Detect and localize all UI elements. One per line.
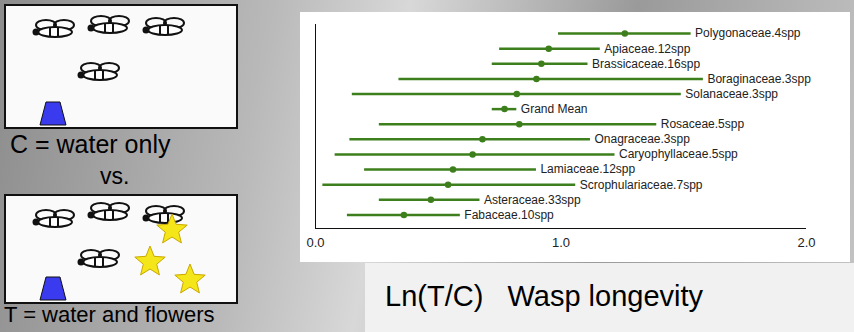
svg-text:2.0: 2.0	[797, 235, 815, 250]
svg-text:Solanaceae.3spp: Solanaceae.3spp	[685, 87, 778, 101]
svg-text:Lamiaceae.12spp: Lamiaceae.12spp	[540, 162, 635, 176]
svg-text:Scrophulariaceae.7spp: Scrophulariaceae.7spp	[580, 178, 703, 192]
html-text:vs.: vs.	[100, 163, 130, 189]
svg-text:Grand Mean: Grand Mean	[521, 102, 588, 116]
svg-text:Boraginaceae.3spp: Boraginaceae.3spp	[707, 72, 811, 86]
svg-text:Rosaceae.5spp: Rosaceae.5spp	[661, 117, 745, 131]
svg-text:Caryophyllaceae.5spp: Caryophyllaceae.5spp	[619, 147, 738, 161]
svg-text:Apiaceae.12spp: Apiaceae.12spp	[604, 42, 690, 56]
svg-text:Asteraceae.33spp: Asteraceae.33spp	[484, 193, 581, 207]
svg-text:Polygonaceae.4spp: Polygonaceae.4spp	[695, 26, 801, 40]
html-text:T = water and flowers: T = water and flowers	[4, 302, 215, 327]
html-text:Ln(T/C) Wasp longevity: Ln(T/C) Wasp longevity	[385, 280, 703, 312]
svg-text:0.0: 0.0	[306, 235, 324, 250]
svg-text:Fabaceae.10spp: Fabaceae.10spp	[464, 208, 554, 222]
svg-text:Onagraceae.3spp: Onagraceae.3spp	[594, 132, 690, 146]
svg-text:Brassicaceae.16spp: Brassicaceae.16spp	[592, 57, 700, 71]
svg-text:1.0: 1.0	[552, 235, 570, 250]
html-text:C = water only: C = water only	[10, 130, 171, 158]
